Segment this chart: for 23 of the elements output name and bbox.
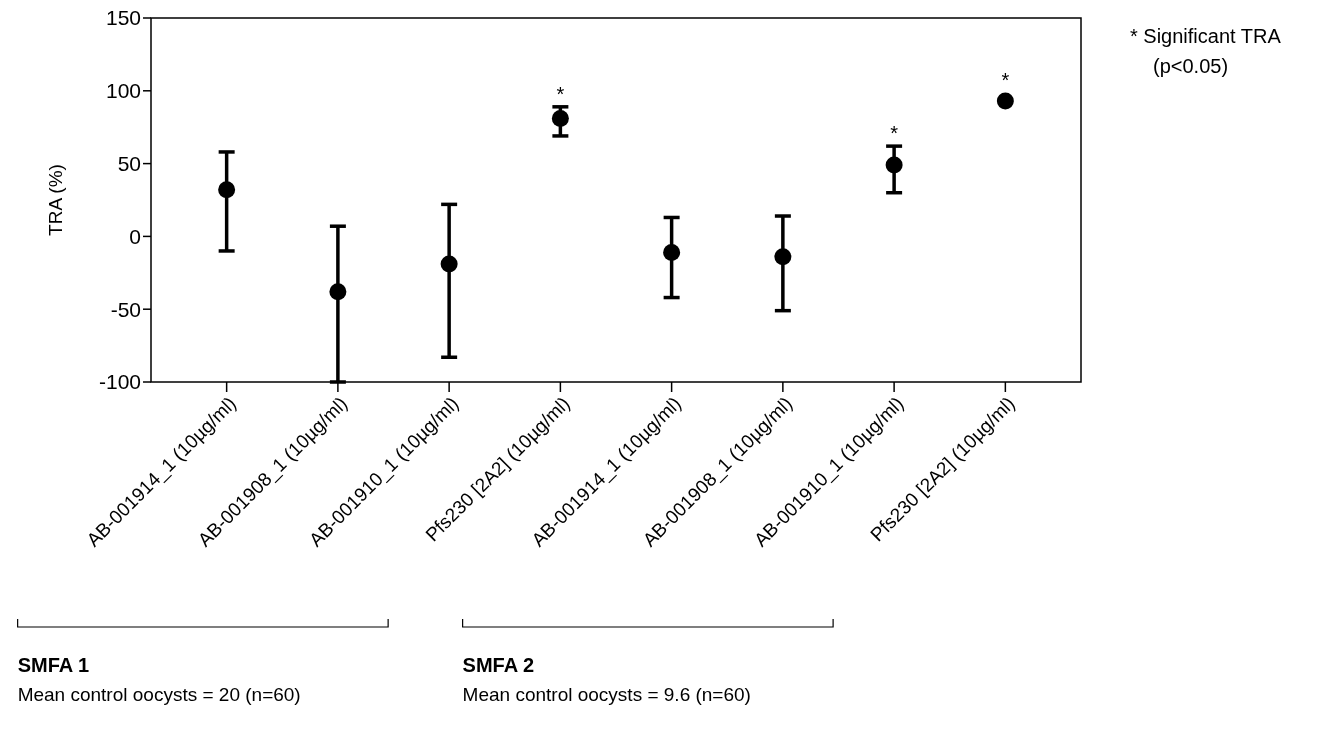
text: SMFA 1 bbox=[17, 654, 90, 676]
point bbox=[218, 181, 236, 199]
point bbox=[440, 255, 458, 273]
point bbox=[663, 243, 681, 261]
point bbox=[774, 248, 792, 266]
data-label: * bbox=[890, 122, 899, 145]
y-axis-title: TRA (%) bbox=[45, 164, 66, 236]
data-label: * bbox=[556, 82, 565, 105]
point bbox=[885, 156, 903, 174]
y-tick-label: 100 bbox=[105, 79, 141, 103]
text: SMFA 2 bbox=[462, 654, 535, 676]
y-tick-label: -50 bbox=[110, 297, 141, 321]
data-label: * bbox=[1001, 68, 1010, 91]
point bbox=[329, 283, 347, 301]
y-tick-label: 150 bbox=[105, 6, 141, 30]
point bbox=[551, 109, 569, 127]
point bbox=[996, 92, 1014, 110]
text: Mean control oocysts = 20 (n=60) bbox=[17, 684, 301, 705]
text: * Significant TRA (p<0.05) bbox=[1130, 25, 1282, 77]
text: Mean control oocysts = 9.6 (n=60) bbox=[462, 684, 751, 705]
y-tick-label: 50 bbox=[117, 151, 141, 175]
y-tick-label: 0 bbox=[129, 224, 141, 248]
y-tick-label: -100 bbox=[98, 370, 141, 394]
